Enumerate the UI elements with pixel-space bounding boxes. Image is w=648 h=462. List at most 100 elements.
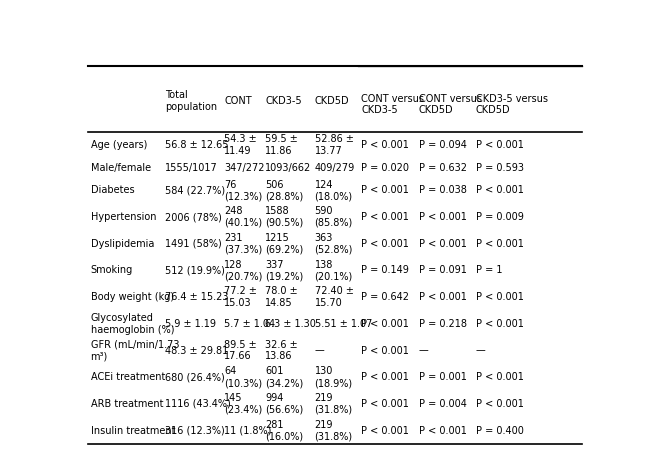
Text: 54.3 ±
11.49: 54.3 ± 11.49 [224, 134, 257, 156]
Text: P < 0.001: P < 0.001 [419, 292, 467, 302]
Text: 680 (26.4%): 680 (26.4%) [165, 372, 225, 382]
Text: 337
(19.2%): 337 (19.2%) [265, 260, 303, 281]
Text: Insulin treatment: Insulin treatment [91, 426, 175, 436]
Text: P < 0.001: P < 0.001 [476, 372, 524, 382]
Text: P = 0.632: P = 0.632 [419, 163, 467, 173]
Text: 1215
(69.2%): 1215 (69.2%) [265, 233, 303, 255]
Text: 363
(52.8%): 363 (52.8%) [314, 233, 353, 255]
Text: 130
(18.9%): 130 (18.9%) [314, 366, 353, 388]
Text: 124
(18.0%): 124 (18.0%) [314, 180, 353, 201]
Text: Diabetes: Diabetes [91, 185, 134, 195]
Text: P = 0.094: P = 0.094 [419, 140, 467, 150]
Text: P = 0.001: P = 0.001 [419, 372, 467, 382]
Text: 59.5 ±
11.86: 59.5 ± 11.86 [265, 134, 298, 156]
Text: GFR (mL/min/1.73
m³): GFR (mL/min/1.73 m³) [91, 340, 179, 361]
Text: P = 0.020: P = 0.020 [361, 163, 410, 173]
Text: 138
(20.1%): 138 (20.1%) [314, 260, 353, 281]
Text: 72.40 ±
15.70: 72.40 ± 15.70 [314, 286, 353, 308]
Text: P = 0.593: P = 0.593 [476, 163, 524, 173]
Text: 506
(28.8%): 506 (28.8%) [265, 180, 303, 201]
Text: P < 0.001: P < 0.001 [419, 239, 467, 249]
Text: CKD3-5: CKD3-5 [265, 96, 302, 106]
Text: 601
(34.2%): 601 (34.2%) [265, 366, 303, 388]
Text: 1491 (58%): 1491 (58%) [165, 239, 222, 249]
Text: P < 0.001: P < 0.001 [361, 185, 409, 195]
Text: 1093/662: 1093/662 [265, 163, 312, 173]
Text: CKD3-5 versus
CKD5D: CKD3-5 versus CKD5D [476, 93, 548, 115]
Text: 5.7 ± 1.04: 5.7 ± 1.04 [224, 319, 275, 329]
Text: 56.8 ± 12.65: 56.8 ± 12.65 [165, 140, 228, 150]
Text: 231
(37.3%): 231 (37.3%) [224, 233, 262, 255]
Text: CKD5D: CKD5D [314, 96, 349, 106]
Text: 52.86 ±
13.77: 52.86 ± 13.77 [314, 134, 353, 156]
Text: P < 0.001: P < 0.001 [476, 292, 524, 302]
Text: Body weight (kg): Body weight (kg) [91, 292, 174, 302]
Text: 590
(85.8%): 590 (85.8%) [314, 207, 353, 228]
Text: P = 0.004: P = 0.004 [419, 399, 467, 409]
Text: 316 (12.3%): 316 (12.3%) [165, 426, 225, 436]
Text: 5.9 ± 1.19: 5.9 ± 1.19 [165, 319, 216, 329]
Text: 77.2 ±
15.03: 77.2 ± 15.03 [224, 286, 257, 308]
Text: P = 0.218: P = 0.218 [419, 319, 467, 329]
Text: ARB treatment: ARB treatment [91, 399, 163, 409]
Text: Glycosylated
haemoglobin (%): Glycosylated haemoglobin (%) [91, 313, 174, 334]
Text: P < 0.001: P < 0.001 [476, 399, 524, 409]
Text: Smoking: Smoking [91, 266, 133, 275]
Text: ACEi treatment: ACEi treatment [91, 372, 165, 382]
Text: 64
(10.3%): 64 (10.3%) [224, 366, 262, 388]
Text: 78.0 ±
14.85: 78.0 ± 14.85 [265, 286, 298, 308]
Text: 219
(31.8%): 219 (31.8%) [314, 420, 353, 441]
Text: P < 0.001: P < 0.001 [476, 239, 524, 249]
Text: Male/female: Male/female [91, 163, 151, 173]
Text: 6.3 ± 1.30: 6.3 ± 1.30 [265, 319, 316, 329]
Text: 1116 (43.4%): 1116 (43.4%) [165, 399, 231, 409]
Text: P < 0.001: P < 0.001 [361, 212, 409, 222]
Text: P = 0.009: P = 0.009 [476, 212, 524, 222]
Text: —: — [314, 346, 324, 356]
Text: P < 0.001: P < 0.001 [419, 212, 467, 222]
Text: P < 0.001: P < 0.001 [476, 319, 524, 329]
Text: P < 0.001: P < 0.001 [476, 140, 524, 150]
Text: 2006 (78%): 2006 (78%) [165, 212, 222, 222]
Text: 1588
(90.5%): 1588 (90.5%) [265, 207, 303, 228]
Text: 584 (22.7%): 584 (22.7%) [165, 185, 225, 195]
Text: P < 0.001: P < 0.001 [361, 346, 409, 356]
Text: 89.5 ±
17.66: 89.5 ± 17.66 [224, 340, 257, 361]
Text: 76.4 ± 15.23: 76.4 ± 15.23 [165, 292, 228, 302]
Text: P = 0.642: P = 0.642 [361, 292, 410, 302]
Text: —: — [476, 346, 485, 356]
Text: P = 0.038: P = 0.038 [419, 185, 467, 195]
Text: Hypertension: Hypertension [91, 212, 156, 222]
Text: 1555/1017: 1555/1017 [165, 163, 218, 173]
Text: 409/279: 409/279 [314, 163, 354, 173]
Text: 145
(23.4%): 145 (23.4%) [224, 393, 262, 415]
Text: P < 0.001: P < 0.001 [361, 399, 409, 409]
Text: 32.6 ±
13.86: 32.6 ± 13.86 [265, 340, 298, 361]
Text: 219
(31.8%): 219 (31.8%) [314, 393, 353, 415]
Text: 11 (1.8%): 11 (1.8%) [224, 426, 272, 436]
Text: P = 0.149: P = 0.149 [361, 266, 409, 275]
Text: 76
(12.3%): 76 (12.3%) [224, 180, 262, 201]
Text: P < 0.001: P < 0.001 [361, 239, 409, 249]
Text: 248
(40.1%): 248 (40.1%) [224, 207, 262, 228]
Text: P < 0.001: P < 0.001 [361, 140, 409, 150]
Text: P = 0.400: P = 0.400 [476, 426, 524, 436]
Text: Total
population: Total population [165, 90, 217, 112]
Text: P < 0.001: P < 0.001 [361, 372, 409, 382]
Text: 994
(56.6%): 994 (56.6%) [265, 393, 303, 415]
Text: 5.51 ± 1.07: 5.51 ± 1.07 [314, 319, 372, 329]
Text: P < 0.001: P < 0.001 [419, 426, 467, 436]
Text: Dyslipidemia: Dyslipidemia [91, 239, 154, 249]
Text: 347/272: 347/272 [224, 163, 264, 173]
Text: CONT: CONT [224, 96, 252, 106]
Text: P < 0.001: P < 0.001 [361, 426, 409, 436]
Text: 128
(20.7%): 128 (20.7%) [224, 260, 262, 281]
Text: 48.3 ± 29.81: 48.3 ± 29.81 [165, 346, 228, 356]
Text: P < 0.001: P < 0.001 [361, 319, 409, 329]
Text: P = 0.091: P = 0.091 [419, 266, 467, 275]
Text: CONT versus
CKD3-5: CONT versus CKD3-5 [361, 93, 424, 115]
Text: P < 0.001: P < 0.001 [476, 185, 524, 195]
Text: Age (years): Age (years) [91, 140, 147, 150]
Text: CONT versus
CKD5D: CONT versus CKD5D [419, 93, 482, 115]
Text: —: — [419, 346, 429, 356]
